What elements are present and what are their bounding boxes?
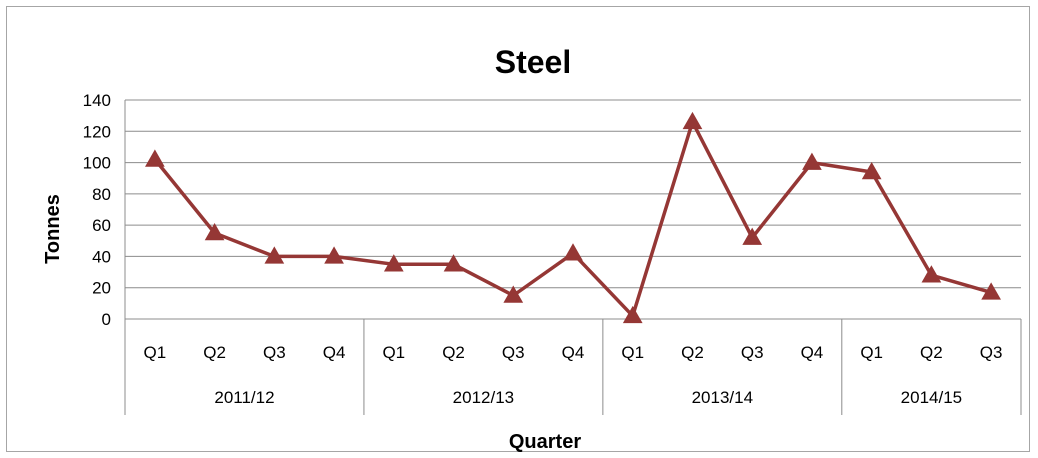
data-point-marker: [204, 222, 225, 241]
y-tick-label: 0: [102, 310, 111, 329]
data-point-marker: [981, 282, 1001, 300]
data-point-marker: [264, 246, 285, 264]
data-point-marker: [145, 149, 165, 167]
data-point-marker: [383, 254, 404, 272]
series-layer: [145, 111, 1001, 324]
y-axis-ticks: 0 20 40 60 80 100 120 140: [83, 91, 126, 329]
data-point-marker: [324, 246, 344, 264]
y-tick-label: 60: [92, 216, 111, 235]
y-tick-label: 140: [83, 91, 111, 110]
data-point-marker: [443, 254, 464, 272]
y-tick-label: 120: [83, 122, 111, 141]
x-tick-label: Q4: [801, 343, 824, 362]
x-tick-label: Q1: [382, 343, 405, 362]
series-line: [153, 120, 992, 318]
data-point-marker: [622, 305, 643, 324]
x-group-label: 2012/13: [453, 388, 514, 407]
y-tick-label: 20: [92, 279, 111, 298]
x-tick-label: Q3: [980, 343, 1003, 362]
x-group-label: 2014/15: [901, 388, 962, 407]
data-point-marker: [563, 243, 583, 261]
y-tick-label: 100: [83, 154, 111, 173]
x-axis: Q1 Q2 Q3 Q4 2011/12 Q1 Q2 Q3 Q4 2012/13 Q1 Q2 Q3 Q4 20…: [124, 318, 1022, 415]
y-tick-label: 80: [92, 185, 111, 204]
x-tick-label: Q2: [203, 343, 226, 362]
data-point-marker: [921, 265, 942, 283]
x-group-label: 2011/12: [214, 388, 274, 407]
x-tick-label: Q1: [621, 343, 644, 362]
x-tick-label: Q3: [741, 343, 764, 362]
x-tick-label: Q2: [442, 343, 465, 362]
chart-frame: Steel 0 20 40 60 80 100 120 140 Q1 Q2 Q3 Q4 2011/12…: [6, 6, 1030, 453]
y-axis-title: Tonnes: [42, 194, 64, 264]
data-point-marker: [802, 152, 822, 170]
x-tick-label: Q3: [502, 343, 525, 362]
chart-title: Steel: [495, 44, 571, 80]
x-axis-title: Quarter: [509, 431, 581, 453]
x-group-label: 2013/14: [692, 388, 753, 407]
steel-line-chart: Steel 0 20 40 60 80 100 120 140 Q1 Q2 Q3 Q4 2011/12…: [42, 44, 1022, 453]
x-tick-label: Q1: [144, 343, 167, 362]
x-tick-label: Q4: [323, 343, 346, 362]
x-tick-label: Q1: [860, 343, 883, 362]
data-point-marker: [682, 111, 703, 130]
data-point-marker: [742, 227, 763, 245]
x-tick-label: Q2: [681, 343, 704, 362]
gridlines: [125, 99, 1021, 320]
x-tick-label: Q3: [263, 343, 286, 362]
x-tick-label: Q2: [920, 343, 943, 362]
data-point-marker: [503, 285, 524, 303]
x-tick-label: Q4: [562, 343, 585, 362]
y-tick-label: 40: [92, 247, 111, 266]
data-point-marker: [861, 161, 882, 180]
